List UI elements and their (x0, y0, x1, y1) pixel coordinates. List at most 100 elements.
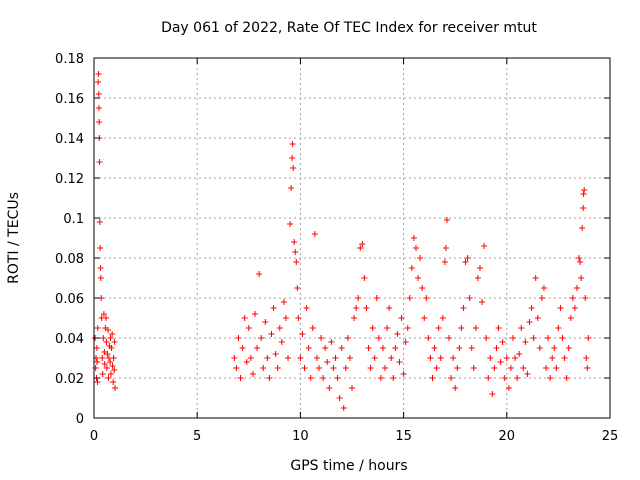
data-point (330, 365, 337, 371)
data-point (274, 365, 281, 371)
data-point (530, 335, 537, 341)
data-point (412, 245, 419, 251)
data-point (450, 355, 457, 361)
data-point (95, 71, 102, 77)
data-point (289, 141, 296, 147)
data-point (270, 305, 277, 311)
x-tick-label: 15 (395, 429, 412, 444)
data-point (495, 325, 502, 331)
data-point (110, 355, 117, 361)
data-point (342, 365, 349, 371)
data-point (112, 385, 119, 391)
data-point (573, 285, 580, 291)
data-point (404, 325, 411, 331)
data-point (107, 335, 114, 341)
data-point (97, 275, 104, 281)
data-point (313, 355, 320, 361)
data-point (580, 205, 587, 211)
x-tick-label: 25 (602, 429, 619, 444)
data-point (437, 355, 444, 361)
data-point (94, 379, 101, 385)
data-point (105, 327, 112, 333)
x-axis-label: GPS time / hours (290, 458, 407, 474)
data-point (95, 91, 102, 97)
data-point (287, 221, 294, 227)
data-point (559, 335, 566, 341)
data-point (292, 249, 299, 255)
grid-layer (94, 58, 610, 418)
data-point (584, 365, 591, 371)
data-point (439, 315, 446, 321)
data-point (104, 351, 111, 357)
data-point (276, 325, 283, 331)
data-point (417, 255, 424, 261)
data-point (94, 325, 101, 331)
data-point (328, 339, 335, 345)
data-point (103, 339, 110, 345)
data-point (340, 405, 347, 411)
data-point (99, 355, 106, 361)
data-point (429, 375, 436, 381)
data-point (581, 187, 588, 193)
data-point (237, 375, 244, 381)
data-point (582, 295, 589, 301)
data-point (571, 305, 578, 311)
data-point (243, 359, 250, 365)
data-point (315, 365, 322, 371)
data-point (499, 339, 506, 345)
data-point (320, 375, 327, 381)
data-point (470, 365, 477, 371)
data-point (549, 355, 556, 361)
data-point (96, 159, 103, 165)
data-point (421, 315, 428, 321)
x-tick-labels: 0 5 10 15 20 25 (90, 429, 618, 444)
data-point (442, 245, 449, 251)
data-point (280, 299, 287, 305)
data-point (241, 315, 248, 321)
data-point (379, 345, 386, 351)
data-point (249, 371, 256, 377)
data-point (460, 305, 467, 311)
data-point (96, 119, 103, 125)
data-point (285, 355, 292, 361)
data-point (394, 331, 401, 337)
data-point (359, 241, 366, 247)
data-point (384, 325, 391, 331)
data-point (95, 79, 102, 85)
data-point (462, 259, 469, 265)
data-point (245, 325, 252, 331)
points-layer (92, 71, 592, 411)
data-point (485, 375, 492, 381)
data-point (580, 191, 587, 197)
data-point (301, 365, 308, 371)
data-point (247, 355, 254, 361)
data-point (427, 355, 434, 361)
data-point (338, 345, 345, 351)
data-point (109, 363, 116, 369)
data-point (561, 355, 568, 361)
data-point (569, 295, 576, 301)
x-tick-label: 0 (90, 429, 98, 444)
data-point (501, 375, 508, 381)
data-point (448, 375, 455, 381)
data-point (100, 335, 107, 341)
data-point (105, 375, 112, 381)
data-point (472, 325, 479, 331)
data-point (272, 351, 279, 357)
data-point (97, 265, 104, 271)
y-tick-label: 0.14 (55, 132, 84, 147)
data-point (431, 345, 438, 351)
data-point (282, 315, 289, 321)
data-point (507, 365, 514, 371)
data-point (336, 395, 343, 401)
data-point (318, 335, 325, 341)
data-point (497, 359, 504, 365)
data-point (512, 355, 519, 361)
x-tick-label: 20 (499, 429, 516, 444)
data-point (278, 339, 285, 345)
x-tick-label: 5 (193, 429, 201, 444)
data-point (565, 345, 572, 351)
data-point (390, 375, 397, 381)
data-point (291, 239, 298, 245)
data-point (406, 295, 413, 301)
